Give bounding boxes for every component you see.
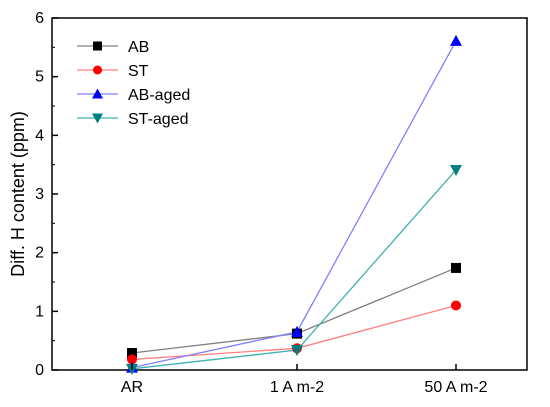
y-tick-label: 0 — [35, 362, 44, 379]
data-point-st-aged — [450, 164, 462, 176]
legend-marker — [92, 88, 103, 99]
data-point-ab — [127, 347, 137, 358]
data-point-st — [127, 354, 137, 365]
x-tick-label: 1 A m-2 — [270, 379, 324, 396]
legend-label: AB-aged — [128, 87, 190, 104]
data-point-ab-aged — [291, 325, 303, 337]
y-tick-label: 4 — [35, 127, 44, 144]
legend-label: ST — [128, 63, 149, 80]
legend: AB ST AB-aged ST-aged — [77, 39, 190, 128]
plot-frame — [51, 17, 528, 371]
y-tick-label: 1 — [35, 303, 44, 320]
series-group — [126, 34, 462, 375]
x-tick-label: AR — [121, 379, 143, 396]
y-axis-label: Diff. H content (ppm) — [8, 111, 28, 277]
y-tick-label: 3 — [35, 186, 44, 203]
data-point-st — [451, 300, 461, 311]
data-point-ab — [451, 262, 461, 273]
data-point-st-aged — [291, 345, 303, 357]
data-point-ab-aged — [450, 34, 462, 46]
y-tick-label: 5 — [35, 69, 44, 86]
y-tick-label: 6 — [35, 10, 44, 27]
axes: 0 1 2 3 4 5 6 AR 1 A m-2 50 A m-2 — [35, 10, 488, 396]
legend-marker — [93, 41, 102, 51]
legend-label: AB — [128, 39, 149, 56]
x-tick-label: 50 A m-2 — [424, 379, 487, 396]
legend-marker — [93, 65, 102, 75]
plot-area — [51, 17, 528, 371]
y-tick-label: 2 — [35, 245, 44, 262]
legend-marker — [92, 113, 103, 124]
series-line-st-aged — [131, 169, 457, 370]
series-line-ab — [131, 267, 457, 354]
legend-label: ST-aged — [128, 111, 188, 128]
